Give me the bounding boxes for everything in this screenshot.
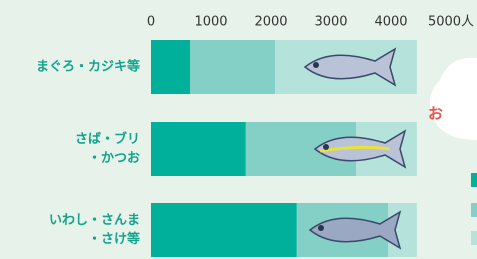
x-tick-label: 4000 <box>374 15 407 30</box>
x-tick-label: 1000 <box>194 15 227 30</box>
category-label: ・かつお <box>88 151 140 166</box>
x-tick-label: 2000 <box>254 15 287 30</box>
fish-eye <box>323 144 329 150</box>
legend-swatch <box>471 173 477 187</box>
bar-segment <box>151 122 246 176</box>
fish-eye <box>313 62 319 68</box>
chart: お 0 1000 2000 3000 4000 5000人まぐろ・カジキ等さば・ブリ・かつ… <box>0 0 477 259</box>
x-tick-label: 0 <box>147 15 155 30</box>
bar-segment <box>190 40 275 94</box>
category-label: ・さけ等 <box>88 231 140 247</box>
fish-eye <box>318 225 324 231</box>
bar-segment <box>151 40 190 94</box>
category-label: まぐろ・カジキ等 <box>36 59 140 75</box>
x-tick-label: 3000 <box>314 15 347 30</box>
category-label: いわし・さんま <box>49 213 140 228</box>
category-label: さば・ブリ <box>75 131 140 147</box>
bar-segment <box>151 203 297 257</box>
bubble-text: お <box>428 105 443 123</box>
legend-swatch <box>471 203 477 217</box>
page: お 0 1000 2000 3000 4000 5000人まぐろ・カジキ等さば・ブリ・かつ… <box>0 0 477 259</box>
x-tick-label: 5000人 <box>428 15 474 30</box>
legend-swatch <box>471 231 477 245</box>
